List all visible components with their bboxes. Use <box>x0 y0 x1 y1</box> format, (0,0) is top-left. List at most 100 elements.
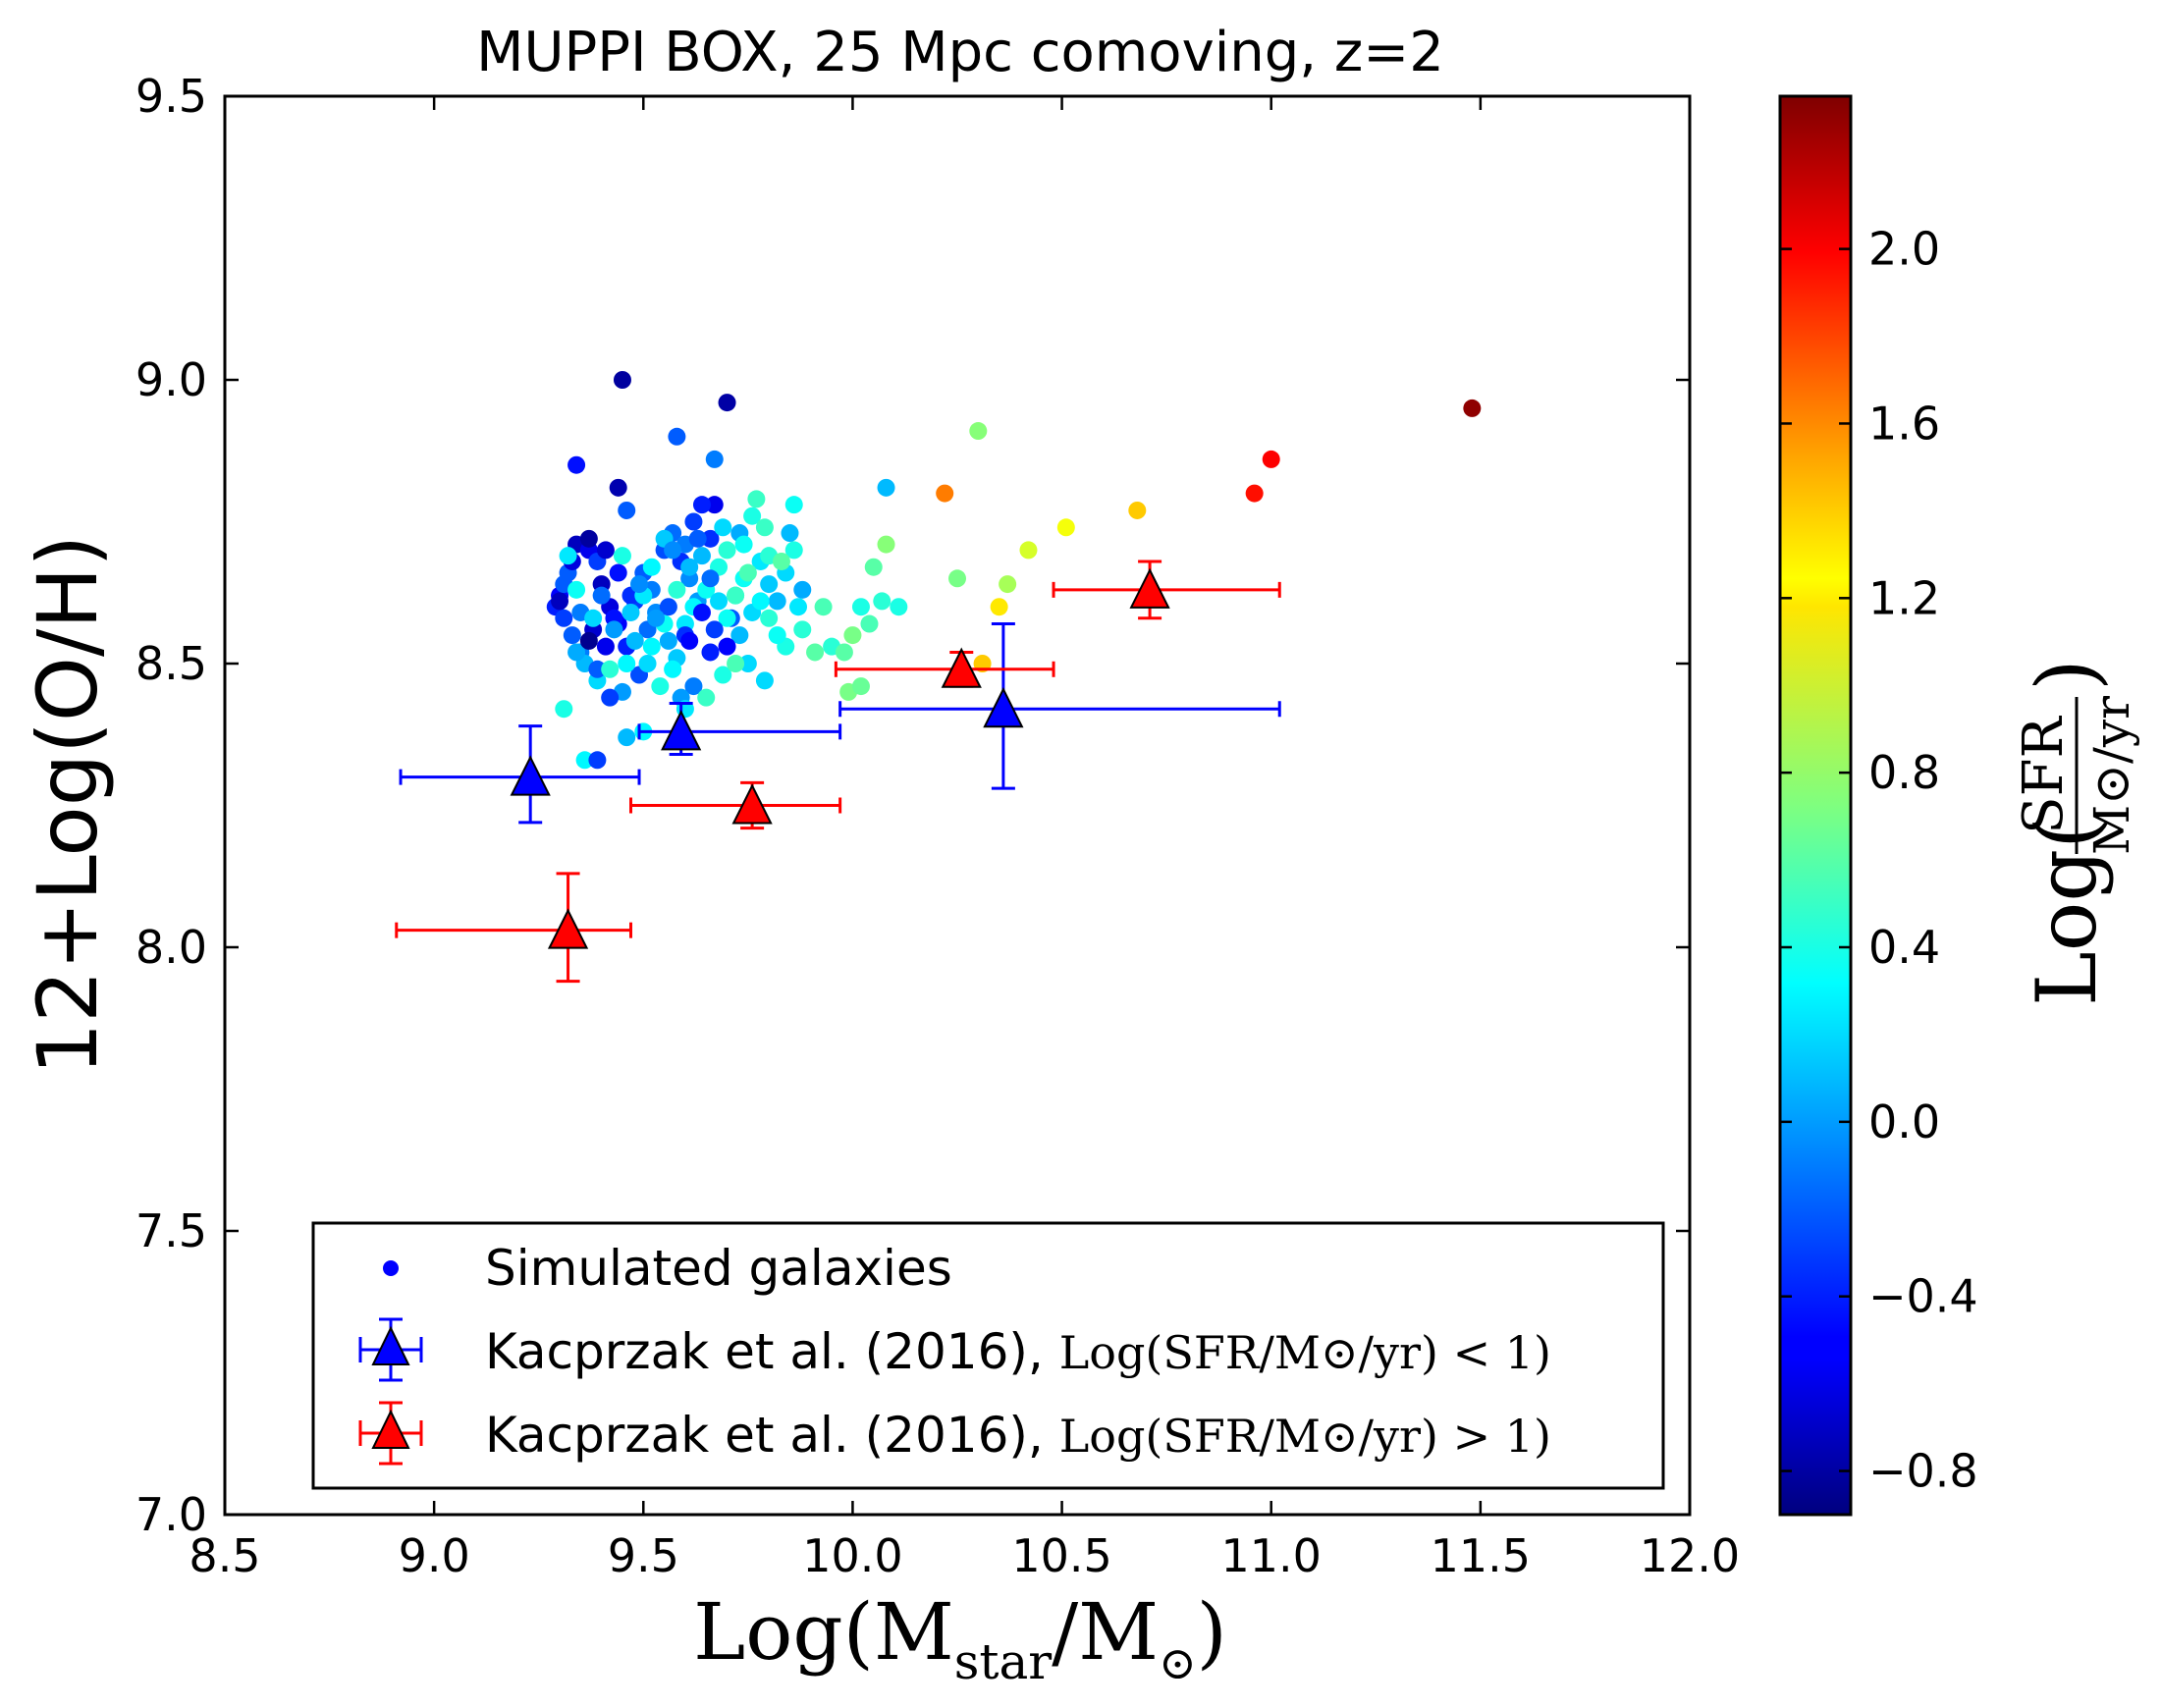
galaxy-point <box>730 626 749 645</box>
colorbar-tick-label: −0.4 <box>1868 1270 1978 1323</box>
legend-label-galaxies: Simulated galaxies <box>485 1240 952 1297</box>
kacprzak-series <box>395 560 1281 984</box>
x-tick-label: 11.5 <box>1431 1529 1531 1582</box>
y-tick-label: 8.0 <box>135 921 207 974</box>
colorbar-tick-label: 0.4 <box>1868 921 1940 974</box>
galaxy-point <box>559 547 577 565</box>
legend-marker-blue <box>358 1317 423 1382</box>
triangle-marker <box>661 710 702 751</box>
galaxy-point <box>659 598 677 616</box>
galaxy-point <box>664 660 682 678</box>
galaxy-point <box>948 569 966 588</box>
plot-frame <box>223 94 1692 1517</box>
galaxy-point <box>760 609 779 627</box>
kacprzak-point <box>834 647 1055 688</box>
galaxy-point <box>596 637 615 656</box>
galaxy-point <box>555 609 573 627</box>
galaxy-point <box>999 575 1017 594</box>
colorbar-tick-label: 1.6 <box>1868 397 1940 450</box>
galaxy-point <box>668 580 686 599</box>
galaxy-point <box>1245 484 1264 503</box>
galaxy-point <box>601 688 620 707</box>
galaxy-point <box>727 586 745 605</box>
galaxy-point <box>747 490 766 508</box>
colorbar-tick-label: 1.2 <box>1868 571 1940 624</box>
galaxy-point <box>718 394 736 412</box>
galaxy-point <box>701 569 720 588</box>
x-tick-label: 9.0 <box>399 1529 470 1582</box>
galaxy-point <box>625 631 644 650</box>
galaxy-point <box>567 643 586 662</box>
galaxy-point <box>718 637 736 656</box>
legend-label-blue: Kacprzak et al. (2016), Log(SFR/M⊙/yr) <… <box>485 1323 1551 1380</box>
galaxy-point <box>806 643 825 662</box>
galaxy-point <box>642 558 661 576</box>
galaxy-point <box>592 586 611 605</box>
x-tick-label: 10.0 <box>802 1529 902 1582</box>
colorbar-label: Log( SFR M⊙/yr ) <box>2012 659 2140 1006</box>
galaxy-point <box>555 700 573 719</box>
galaxy-point <box>784 496 803 514</box>
galaxy-point <box>563 626 581 645</box>
galaxy-point <box>668 427 686 446</box>
galaxy-point <box>781 524 799 543</box>
svg-text:SFR: SFR <box>2012 715 2076 833</box>
galaxy-point <box>651 677 670 696</box>
legend-box <box>311 1221 1665 1490</box>
simulated-galaxies-series <box>546 371 1482 770</box>
kacprzak-point <box>628 780 842 830</box>
galaxy-point <box>664 541 682 560</box>
galaxy-point <box>638 655 657 672</box>
galaxy-point <box>567 580 586 599</box>
galaxy-point <box>601 660 620 678</box>
galaxy-point <box>613 547 631 565</box>
galaxy-point <box>692 496 711 514</box>
galaxy-point <box>864 558 883 576</box>
galaxy-point <box>584 609 603 627</box>
galaxy-point <box>814 598 833 616</box>
galaxy-point <box>688 529 707 548</box>
galaxy-point <box>755 518 774 537</box>
galaxy-point <box>860 614 879 633</box>
galaxy-point <box>793 580 812 599</box>
galaxy-point <box>1056 518 1075 537</box>
galaxy-point <box>710 592 729 611</box>
y-tick-label: 9.0 <box>135 353 207 406</box>
galaxy-point <box>835 643 853 662</box>
galaxy-point <box>714 518 732 537</box>
kacprzak-point <box>399 724 641 825</box>
galaxy-point <box>701 643 720 662</box>
galaxy-point <box>613 371 631 389</box>
galaxy-point <box>705 620 724 639</box>
galaxy-point <box>567 455 586 474</box>
legend-marker-galaxies <box>383 1260 399 1276</box>
y-tick-label: 7.0 <box>135 1488 207 1541</box>
triangle-marker <box>731 783 773 825</box>
x-tick-label: 9.5 <box>608 1529 679 1582</box>
galaxy-point <box>793 620 812 639</box>
y-tick-label: 9.5 <box>135 70 207 123</box>
svg-text:): ) <box>2019 659 2115 691</box>
colorbar-tick-label: 2.0 <box>1868 223 1940 276</box>
galaxy-point <box>755 671 774 690</box>
triangle-marker <box>1129 567 1170 609</box>
galaxy-point <box>579 631 598 650</box>
galaxy-point <box>1262 450 1280 468</box>
galaxy-point <box>1128 501 1147 519</box>
kacprzak-point <box>637 701 842 756</box>
colorbar-tick-label: 0.8 <box>1868 746 1940 799</box>
galaxy-point <box>718 541 736 560</box>
galaxy-point <box>877 478 895 497</box>
galaxy-point <box>630 575 649 594</box>
galaxy-point <box>990 598 1008 616</box>
colorbar-tick-label: −0.8 <box>1868 1445 1978 1498</box>
galaxy-point <box>697 688 716 707</box>
legend-marker-red <box>358 1401 423 1466</box>
galaxy-point <box>768 592 786 611</box>
x-tick-label: 8.5 <box>189 1529 260 1582</box>
galaxy-point <box>784 541 803 560</box>
galaxy-point <box>575 751 594 770</box>
galaxy-point <box>936 484 954 503</box>
galaxy-point <box>851 677 870 696</box>
svg-text:M⊙/yr: M⊙/yr <box>2083 696 2140 855</box>
